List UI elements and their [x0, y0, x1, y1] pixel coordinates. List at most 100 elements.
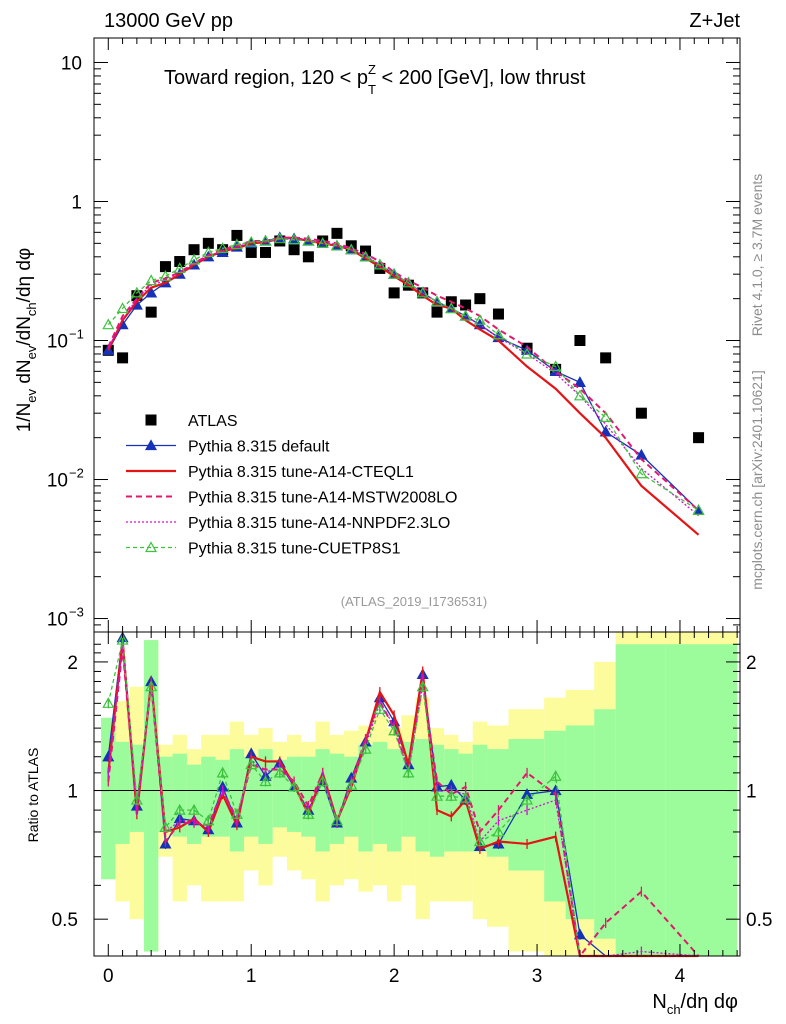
x-axis-label: Nch/dη dφ — [652, 991, 738, 1017]
ratio-line-mstw — [107, 648, 700, 959]
x-tick-label: 4 — [675, 966, 686, 987]
legend-label-atlas: ATLAS — [188, 413, 238, 430]
atlas-point — [302, 251, 314, 263]
atlas-point — [693, 432, 705, 444]
legend-label-cteql1: Pythia 8.315 tune-A14-CTEQL1 — [188, 464, 414, 481]
legend-label-mstw: Pythia 8.315 tune-A14-MSTW2008LO — [188, 490, 457, 507]
point-cuetp8s1 — [521, 347, 534, 359]
ratio-band-inner — [487, 749, 509, 857]
y-tick-label-exponent: −2 — [69, 466, 84, 481]
atlas-point — [145, 306, 157, 318]
ratio-band-inner — [415, 739, 430, 852]
point-cuetp8s1 — [459, 309, 472, 321]
atlas-point — [159, 261, 171, 273]
y-tick-label: 10 — [47, 610, 68, 631]
top-y-axis-label: 1/Nev dNev/dNch/dη dφ — [14, 248, 39, 433]
point-cuetp8s1 — [288, 233, 301, 245]
main-plot — [102, 227, 705, 536]
y-tick-label-exponent: −1 — [69, 327, 84, 342]
svg-text:Nch/dη dφ: Nch/dη dφ — [652, 991, 738, 1017]
ratio-band-inner — [508, 739, 545, 871]
atlas-point — [474, 293, 486, 305]
ratio-plot-frame — [93, 631, 741, 957]
ratio-band-inner — [286, 756, 302, 832]
legend: ATLAS Pythia 8.315 default Pythia 8.315 tu… — [126, 413, 457, 558]
atlas-point — [245, 246, 257, 258]
atlas-point — [231, 229, 243, 241]
ratio-band-inner — [594, 709, 616, 939]
atlas-point — [635, 407, 647, 419]
point-cuetp8s1 — [159, 269, 172, 281]
point-cuetp8s1 — [402, 276, 415, 288]
legend-label-cuetp8s1: Pythia 8.315 tune-CUETP8S1 — [188, 541, 401, 558]
atlas-point — [260, 246, 272, 258]
x-tick-label: 0 — [103, 966, 114, 987]
series-line-cuetp8s1 — [107, 238, 699, 511]
legend-label-nnpdf: Pythia 8.315 tune-A14-NNPDF2.3LO — [188, 515, 450, 532]
point-cuetp8s1 — [216, 242, 229, 253]
ratio-band-inner — [158, 756, 173, 832]
point-cuetp8s1 — [302, 234, 315, 246]
legend-label-default: Pythia 8.315 default — [188, 439, 330, 456]
point-cuetp8s1 — [230, 238, 243, 250]
legend-marker-atlas — [145, 414, 157, 426]
plot-title: Toward region, 120 < pTZ < 200 [GeV], lo… — [164, 62, 586, 97]
ratio-plot — [94, 631, 740, 959]
ratio-band-inner — [101, 717, 116, 880]
point-cuetp8s1 — [173, 262, 186, 274]
atlas-point — [388, 287, 400, 299]
ratio-y-tick-label-right: 0.5 — [746, 910, 772, 931]
y-tick-label: 10 — [47, 471, 68, 492]
ratio-band-inner — [172, 753, 187, 837]
point-cuetp8s1 — [473, 313, 486, 325]
point-cuetp8s1 — [259, 234, 272, 246]
point-cuetp8s1 — [445, 302, 458, 314]
point-cuetp8s1 — [273, 232, 286, 244]
series-line-mstw — [107, 236, 700, 512]
ratio-y-axis-label: Ratio to ATLAS — [25, 748, 41, 843]
ratio-band-inner — [315, 749, 330, 852]
legend-marker-cuetp8s1 — [144, 541, 158, 553]
point-cuetp8s1 — [245, 235, 258, 247]
point-cuetp8s1 — [345, 243, 358, 255]
ratio-y-tick-label: 0.5 — [52, 910, 78, 931]
y-tick-label: 1 — [71, 192, 82, 213]
atlas-point — [600, 352, 612, 364]
point-cuetp8s1 — [430, 295, 444, 307]
point-cuetp8s1 — [388, 267, 401, 279]
ratio-band-inner — [401, 741, 416, 837]
point-cuetp8s1 — [130, 286, 143, 298]
ratio-y-tick-label: 2 — [67, 653, 78, 674]
ratio-band-inner — [544, 730, 566, 902]
point-cuetp8s1 — [373, 258, 386, 270]
atlas-point — [188, 244, 200, 256]
atlas-point — [288, 244, 300, 256]
rivet-note: Rivet 4.1.0, ≥ 3.7M events — [749, 174, 765, 337]
svg-text:Toward region, 120 < pTZ < 200: Toward region, 120 < pTZ < 200 [GeV], lo… — [164, 62, 586, 97]
ratio-line-nnpdf — [107, 644, 699, 957]
atlas-point — [202, 237, 214, 249]
point-cuetp8s1 — [145, 274, 158, 286]
atlas-point — [431, 306, 443, 318]
y-tick-label: 10 — [47, 332, 68, 353]
process-label: Z+Jet — [689, 10, 740, 32]
site-note: mcplots.cern.ch [arXiv:2401.10621] — [749, 370, 765, 589]
ratio-band-inner — [615, 644, 666, 956]
y-tick-label: 10 — [61, 53, 82, 74]
ratio-y-tick-label-right: 2 — [746, 653, 757, 674]
atlas-point — [331, 227, 343, 239]
point-cuetp8s1 — [116, 302, 129, 314]
svg-text:1/Nev dNev/dNch/dη dφ: 1/Nev dNev/dNch/dη dφ — [14, 248, 39, 433]
point-cuetp8s1 — [416, 286, 429, 298]
point-cuetp8s1 — [316, 237, 329, 248]
atlas-point — [574, 335, 586, 347]
ratio-band-inner — [329, 753, 345, 844]
x-tick-label: 1 — [246, 966, 257, 987]
ratio-band-inner — [386, 749, 402, 852]
point-default — [145, 286, 158, 298]
atlas-point — [460, 299, 472, 311]
point-cuetp8s1 — [188, 253, 201, 265]
legend-marker-default — [144, 439, 158, 451]
